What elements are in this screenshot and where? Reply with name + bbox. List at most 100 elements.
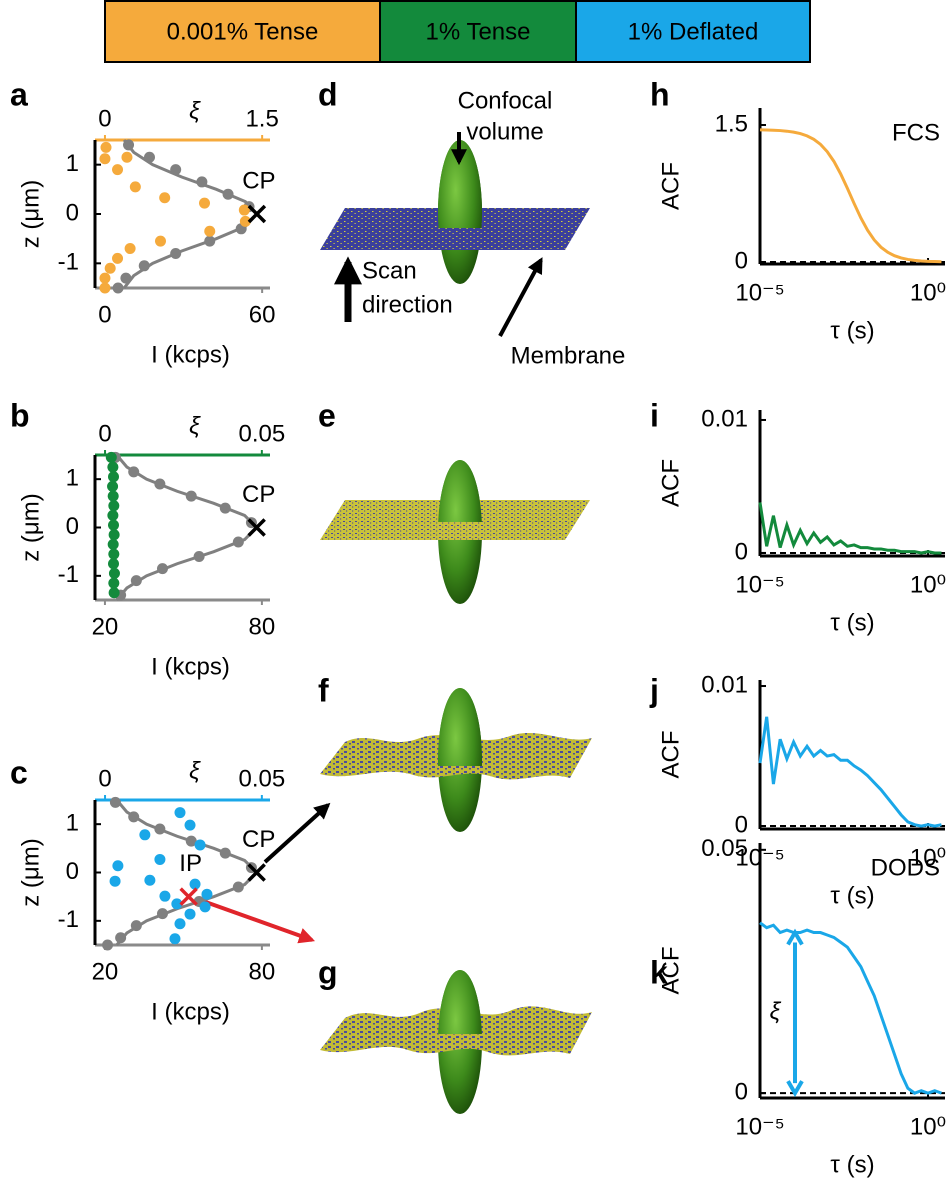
point <box>121 151 133 163</box>
y-tick-label: -1 <box>58 906 79 933</box>
x2-tick-label: 0.05 <box>238 420 285 447</box>
point <box>219 502 231 514</box>
y-tick-label: 0 <box>66 199 79 226</box>
y-tick-label: 0.05 <box>701 835 748 862</box>
point <box>124 243 136 255</box>
annotation: CP <box>242 481 275 508</box>
chart-title: FCS <box>892 119 940 146</box>
x-tick-label: 10⁻⁵ <box>735 279 784 306</box>
point <box>174 807 186 819</box>
y-tick-label: 0 <box>735 1078 748 1105</box>
y-tick-label: 0.01 <box>701 671 748 698</box>
y-axis-label: ACF <box>657 162 684 210</box>
y-tick-label: 0 <box>66 513 79 540</box>
x2-tick-label: 0 <box>98 765 111 792</box>
point <box>154 853 166 865</box>
point <box>123 139 135 151</box>
x-axis-label: I (kcps) <box>151 653 230 680</box>
y-tick-label: 0 <box>735 811 748 838</box>
point <box>184 908 196 920</box>
panel-label: k <box>650 954 668 990</box>
y-tick-label: 1 <box>66 150 79 177</box>
panel-label: d <box>318 76 338 112</box>
acf-line <box>759 128 942 264</box>
confocal-volume-top <box>438 140 482 228</box>
y-axis-label: ACF <box>657 731 684 779</box>
point <box>112 164 124 176</box>
x2-tick-label: 0 <box>98 420 111 447</box>
panel-label: e <box>318 397 336 433</box>
diagram-d <box>320 132 590 337</box>
point <box>196 176 208 188</box>
confocal-volume-top <box>438 460 482 522</box>
diagram-g <box>320 970 592 1114</box>
arrow <box>199 898 316 944</box>
panel-label: h <box>650 76 670 112</box>
point <box>154 823 166 835</box>
arrow <box>498 257 543 337</box>
y-tick-label: 1 <box>66 810 79 837</box>
x-axis-label: I (kcps) <box>151 341 230 368</box>
point <box>115 932 127 944</box>
point <box>108 548 120 560</box>
x-tick-label: 20 <box>92 958 119 985</box>
x2-axis-label: ξ <box>189 412 201 439</box>
point <box>130 920 142 932</box>
point <box>107 461 119 473</box>
point <box>108 558 120 570</box>
point <box>102 939 114 951</box>
point <box>139 829 151 841</box>
point <box>185 835 197 847</box>
point <box>204 235 216 247</box>
point <box>174 918 186 930</box>
chart-title: DODS <box>871 854 940 881</box>
point <box>154 478 166 490</box>
point <box>171 898 183 910</box>
x-tick-label: 80 <box>249 958 276 985</box>
point <box>193 551 205 562</box>
annotation: volume <box>466 118 543 145</box>
annotation: Membrane <box>511 342 626 369</box>
point <box>189 878 201 890</box>
point <box>169 933 181 945</box>
x-tick-label: 10⁰ <box>910 844 946 871</box>
point <box>109 796 121 808</box>
point <box>185 490 197 502</box>
point <box>222 188 234 200</box>
point <box>201 888 213 900</box>
point <box>154 235 166 247</box>
point <box>143 151 155 163</box>
point <box>108 500 120 512</box>
y-tick-label: 1.5 <box>715 110 748 137</box>
point <box>199 197 211 209</box>
y-tick-label: 0.01 <box>701 405 748 432</box>
point <box>138 260 150 272</box>
x-axis-label: τ (s) <box>830 882 874 909</box>
legend-label: 0.001% Tense <box>167 18 319 45</box>
panel-label: j <box>649 672 659 708</box>
membrane-plane <box>320 208 590 250</box>
point <box>199 901 211 913</box>
marker-x <box>179 887 198 906</box>
x2-tick-label: 0.05 <box>238 765 285 792</box>
x-tick-label: 20 <box>92 613 119 640</box>
legend-swatch <box>379 0 577 63</box>
point <box>232 536 244 548</box>
x-axis-label: τ (s) <box>830 609 874 636</box>
confocal-volume-top <box>438 970 482 1034</box>
point <box>128 466 140 478</box>
panel-label: g <box>318 954 338 990</box>
x-axis-label: τ (s) <box>830 1151 874 1178</box>
acf-line <box>758 502 942 555</box>
point <box>130 575 142 587</box>
panel-label: i <box>650 397 659 433</box>
point <box>99 153 111 165</box>
y-tick-label: -1 <box>58 561 79 588</box>
point <box>219 847 231 859</box>
point <box>107 538 119 550</box>
x2-axis-label: ξ <box>189 97 201 124</box>
point <box>107 490 119 502</box>
point <box>232 881 244 893</box>
point <box>128 811 140 823</box>
